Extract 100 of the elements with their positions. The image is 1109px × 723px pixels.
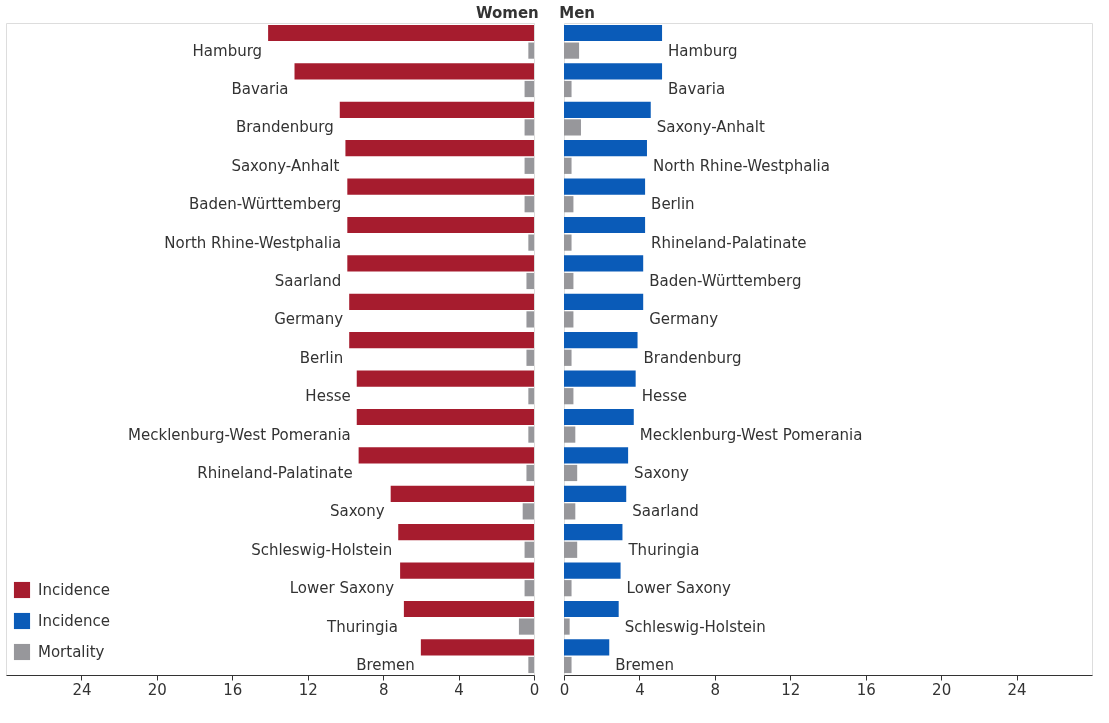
bar — [398, 524, 534, 541]
y-tick-label: Saxony — [634, 463, 689, 482]
bar — [564, 119, 581, 136]
bar — [564, 541, 578, 558]
bar — [564, 600, 619, 618]
y-tick-label: Baden-Württemberg — [189, 195, 342, 214]
y-tick-label: Hesse — [305, 387, 351, 406]
y-tick-label: Saxony-Anhalt — [656, 118, 765, 137]
bar — [400, 562, 534, 579]
x-tick-label: 4 — [635, 680, 645, 699]
bar — [268, 24, 534, 42]
bar — [528, 426, 534, 443]
y-tick-label: Mecklenburg-West Pomerania — [639, 425, 863, 444]
bar — [349, 293, 534, 310]
y-tick-label: Rhineland-Palatinate — [651, 233, 807, 252]
bar — [345, 140, 534, 157]
bar — [564, 234, 572, 251]
bar — [420, 639, 534, 656]
y-tick-label: Berlin — [651, 195, 695, 214]
y-tick-label: Mecklenburg-West Pomerania — [128, 425, 351, 444]
bar — [564, 524, 623, 541]
y-tick-label: Saarland — [632, 502, 699, 521]
bar — [524, 157, 534, 174]
x-tick-label: 20 — [147, 680, 167, 699]
bar — [564, 562, 621, 579]
y-tick-label: Bremen — [356, 655, 415, 674]
bar — [390, 485, 534, 502]
y-tick-label: Saxony — [329, 502, 385, 521]
y-tick-label: Germany — [649, 310, 719, 329]
bar — [564, 618, 570, 635]
x-tick-label: 12 — [781, 680, 801, 699]
bar — [564, 349, 572, 366]
y-tick-label: Schleswig-Holstein — [624, 617, 766, 636]
chart-title: Men — [559, 4, 596, 22]
bar — [564, 639, 610, 656]
x-tick-label: 12 — [298, 680, 318, 699]
x-tick-label: 24 — [72, 680, 92, 699]
bar — [526, 349, 534, 366]
bar — [564, 272, 574, 290]
bar — [526, 272, 534, 290]
bar — [564, 447, 629, 464]
y-tick-label: Rhineland-Palatinate — [197, 463, 353, 482]
bar — [564, 332, 638, 349]
bar — [564, 140, 647, 157]
bar — [294, 63, 534, 80]
chart-title: Women — [475, 4, 539, 22]
x-tick-label: 24 — [1007, 680, 1027, 699]
bar — [347, 216, 534, 234]
bar — [522, 503, 534, 520]
y-tick-label: Germany — [274, 310, 344, 329]
x-tick-label: 16 — [856, 680, 876, 699]
bar — [564, 580, 572, 597]
x-tick-label: 0 — [559, 680, 570, 699]
bar — [347, 178, 534, 195]
y-tick-label: Brandenburg — [235, 118, 334, 137]
y-tick-label: Lower Saxony — [289, 579, 395, 598]
y-tick-label: Brandenburg — [643, 348, 742, 367]
bar — [356, 408, 534, 426]
bar — [564, 464, 578, 482]
bar — [528, 388, 534, 405]
bar — [524, 119, 534, 136]
bar — [349, 332, 534, 349]
bar — [526, 464, 534, 482]
bar — [564, 370, 636, 387]
y-tick-label: Baden-Württemberg — [649, 272, 802, 290]
bar — [564, 196, 574, 213]
bar — [518, 618, 534, 635]
y-tick-label: Thuringia — [627, 540, 700, 559]
bar — [524, 541, 534, 558]
bar — [564, 408, 634, 426]
bar — [564, 157, 572, 174]
bar — [564, 101, 651, 118]
y-tick-label: Hesse — [641, 387, 688, 406]
bar — [564, 388, 574, 405]
x-tick-label: 8 — [710, 680, 721, 699]
bar — [528, 42, 534, 59]
x-tick-label: 4 — [454, 680, 464, 699]
x-tick-label: 16 — [223, 680, 243, 699]
bar — [564, 426, 576, 443]
bar — [524, 196, 534, 213]
bar — [564, 63, 663, 80]
y-tick-label: Saarland — [274, 272, 342, 290]
y-tick-label: Bremen — [615, 655, 674, 674]
y-tick-label: Saxony-Anhalt — [231, 156, 340, 175]
bar — [524, 80, 534, 98]
bar — [564, 255, 644, 272]
bar — [526, 311, 534, 328]
bar — [356, 370, 534, 387]
y-tick-label: Bavaria — [231, 80, 289, 99]
bar — [564, 80, 572, 98]
x-tick-label: 0 — [529, 680, 540, 699]
bar — [358, 447, 534, 464]
y-tick-label: Lower Saxony — [626, 579, 732, 598]
y-tick-label: Berlin — [299, 348, 344, 367]
bar — [564, 503, 576, 520]
bar — [564, 42, 580, 59]
x-tick-label: 8 — [378, 680, 389, 699]
y-tick-label: Schleswig-Holstein — [251, 540, 393, 559]
legend-label: Incidence — [38, 581, 111, 599]
x-tick-label: 20 — [932, 680, 952, 699]
